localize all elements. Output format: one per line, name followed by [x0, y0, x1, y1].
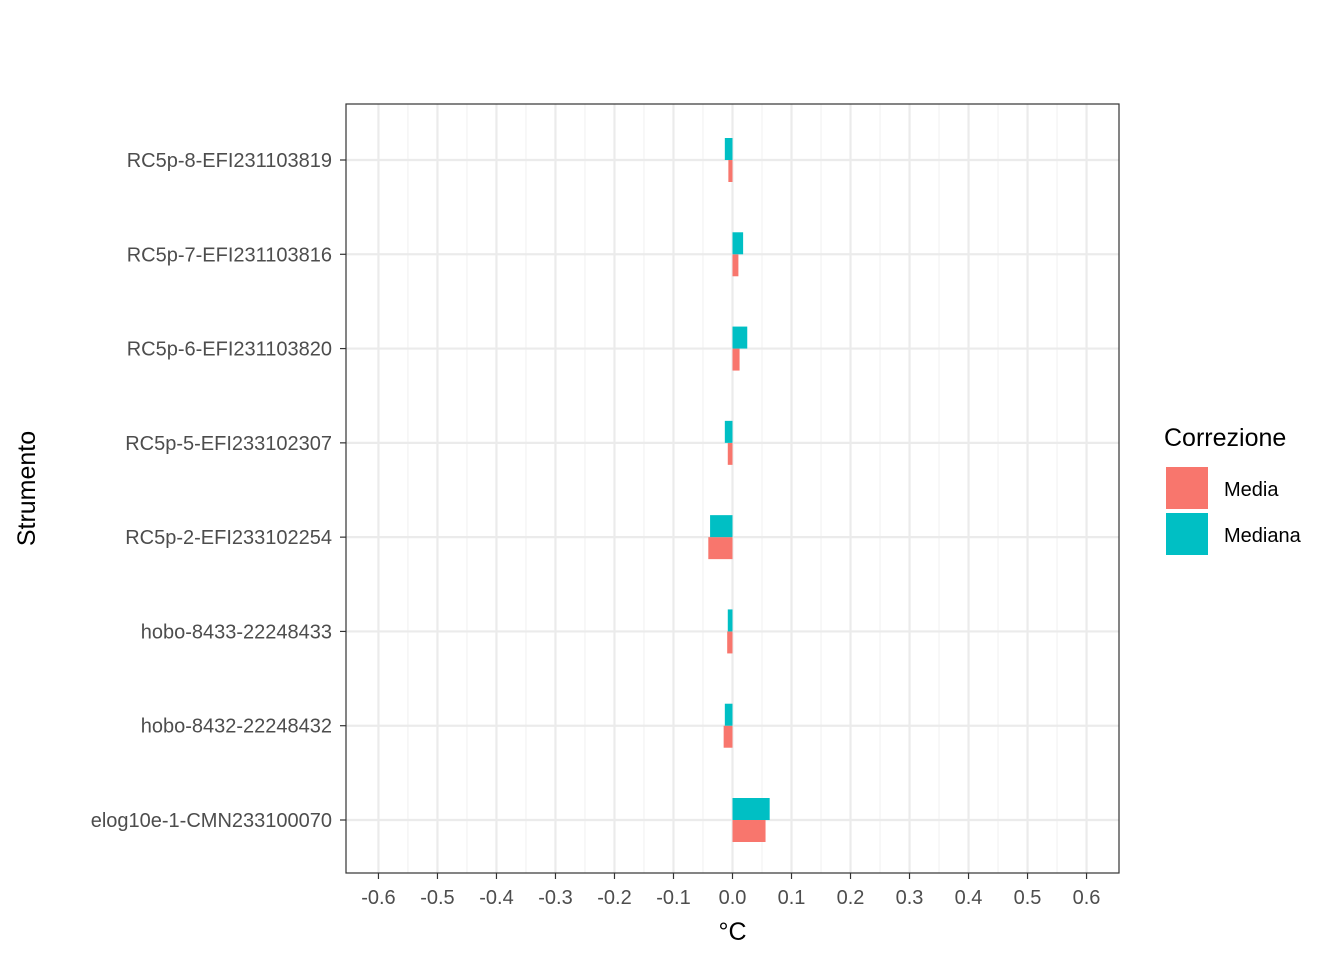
x-tick-label: -0.1 — [656, 887, 690, 909]
x-tick-label: 0.3 — [896, 887, 924, 909]
legend-label-media: Media — [1224, 479, 1279, 501]
legend-label-mediana: Mediana — [1224, 525, 1302, 547]
bar-mediana-7 — [732, 798, 770, 820]
y-tick-label: RC5p-8-EFI231103819 — [127, 150, 332, 172]
x-tick-label: 0.6 — [1073, 887, 1101, 909]
x-tick-label: -0.6 — [361, 887, 395, 909]
bar-mediana-1 — [732, 232, 744, 255]
y-tick-label: hobo-8432-22248432 — [141, 716, 332, 738]
bar-media-3 — [727, 442, 733, 465]
bar-mediana-6 — [724, 703, 733, 726]
bar-mediana-0 — [724, 138, 733, 160]
y-tick-label: RC5p-5-EFI233102307 — [125, 433, 332, 455]
y-tick-label: elog10e-1-CMN233100070 — [91, 810, 332, 832]
bar-media-5 — [727, 631, 733, 654]
x-axis: -0.6 -0.5 -0.4 -0.3 -0.2 -0.1 0.0 0.1 0.2 0.3 0.4 0… — [361, 873, 1100, 909]
bar-media-2 — [732, 348, 740, 371]
bar-media-4 — [708, 537, 733, 560]
x-tick-label: -0.2 — [597, 887, 631, 909]
y-tick-label: RC5p-6-EFI231103820 — [127, 339, 332, 361]
bar-media-6 — [723, 725, 733, 748]
bar-mediana-3 — [724, 420, 733, 443]
grid-lines — [346, 104, 1119, 873]
x-tick-label: -0.4 — [479, 887, 513, 909]
x-tick-label: 0.0 — [719, 887, 747, 909]
y-axis: RC5p-8-EFI231103819 RC5p-7-EFI231103816 RC… — [91, 150, 346, 832]
x-tick-label: 0.4 — [955, 887, 983, 909]
x-tick-label: 0.5 — [1014, 887, 1042, 909]
legend-title: Correzione — [1164, 424, 1286, 452]
y-axis-title: Strumento — [13, 431, 41, 546]
legend-key-mediana — [1166, 513, 1208, 555]
bar-media-1 — [732, 254, 739, 277]
x-axis-title: °C — [718, 918, 746, 946]
y-tick-label: RC5p-7-EFI231103816 — [127, 244, 332, 266]
bar-media-7 — [732, 820, 766, 842]
y-tick-label: hobo-8433-22248433 — [141, 621, 332, 643]
bar-mediana-5 — [727, 609, 733, 632]
x-tick-label: 0.2 — [837, 887, 865, 909]
x-tick-label: -0.3 — [538, 887, 572, 909]
bars — [708, 138, 770, 842]
bar-media-0 — [728, 160, 733, 182]
legend-key-media — [1166, 467, 1208, 509]
x-tick-label: -0.5 — [420, 887, 454, 909]
bar-mediana-2 — [732, 326, 748, 349]
x-tick-label: 0.1 — [778, 887, 806, 909]
bar-mediana-4 — [710, 515, 733, 538]
legend: Correzione Media Mediana — [1164, 424, 1302, 555]
y-tick-label: RC5p-2-EFI233102254 — [125, 527, 332, 549]
